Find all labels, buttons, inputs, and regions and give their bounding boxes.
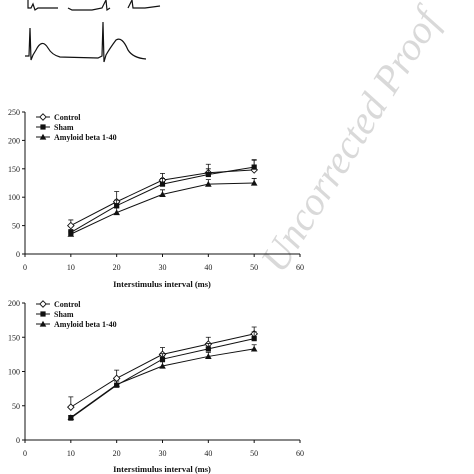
data-point xyxy=(159,356,166,362)
chart1-x-axis-title: Interstimulus interval (ms) xyxy=(113,279,211,289)
x-tick-label: 10 xyxy=(67,263,75,272)
data-point xyxy=(250,345,258,352)
data-point xyxy=(159,181,166,187)
watermark-text: Uncorrected Proof xyxy=(251,0,451,280)
legend-marker xyxy=(39,320,47,327)
legend-item: Sham xyxy=(36,123,74,132)
y-tick-label: 100 xyxy=(8,193,20,202)
data-point xyxy=(67,414,75,420)
x-tick-label: 0 xyxy=(23,263,27,272)
x-tick-label: 0 xyxy=(23,449,27,458)
y-tick-label: 50 xyxy=(12,402,20,411)
series-sham xyxy=(68,159,257,236)
legend-label: Control xyxy=(54,300,81,309)
legend-item: Sham xyxy=(36,310,74,319)
x-tick-label: 40 xyxy=(204,263,212,272)
data-point xyxy=(66,403,75,411)
y-tick-label: 250 xyxy=(8,108,20,117)
x-tick-label: 40 xyxy=(204,449,212,458)
legend-item: Amyloid beta 1-40 xyxy=(36,320,117,329)
legend-item: Control xyxy=(36,113,81,122)
y-tick-label: 150 xyxy=(8,165,20,174)
data-point xyxy=(113,381,120,388)
data-point xyxy=(114,203,120,209)
data-point xyxy=(159,191,166,197)
y-tick-label: 0 xyxy=(16,436,20,445)
series-amyloid-beta-1-40 xyxy=(67,178,258,237)
legend-marker xyxy=(40,311,46,317)
legend-label: Sham xyxy=(54,123,74,132)
y-tick-label: 200 xyxy=(8,136,20,145)
data-point xyxy=(66,221,75,230)
data-point xyxy=(67,230,75,237)
y-tick-label: 100 xyxy=(8,368,20,377)
data-point xyxy=(113,209,120,216)
series-sham xyxy=(68,331,257,421)
legend-label: Amyloid beta 1-40 xyxy=(54,320,117,329)
x-tick-label: 60 xyxy=(296,263,304,272)
y-tick-label: 200 xyxy=(8,299,20,308)
y-tick-label: 50 xyxy=(12,222,20,231)
legend-label: Control xyxy=(54,113,81,122)
x-tick-label: 10 xyxy=(67,449,75,458)
data-point xyxy=(250,179,258,186)
chart-panel-2: 0 50 100 150 200 0 10 20 30 40 50 60 ControlShamAm… xyxy=(8,299,304,474)
y-tick-label: 150 xyxy=(8,333,20,342)
data-point xyxy=(251,336,257,342)
ecg-trace-top xyxy=(27,0,161,12)
legend-marker xyxy=(39,133,47,140)
chart-panel-1: 0 50 100 150 200 250 0 10 20 30 40 50 60 ControlSha… xyxy=(8,108,304,289)
legend-item: Amyloid beta 1-40 xyxy=(36,133,117,142)
x-tick-label: 20 xyxy=(113,449,121,458)
data-point xyxy=(205,180,212,187)
data-point xyxy=(205,353,212,360)
ecg-trace-bottom xyxy=(25,21,147,63)
legend-label: Sham xyxy=(54,310,74,319)
data-point xyxy=(159,362,166,369)
data-point xyxy=(112,374,121,383)
legend-item: Control xyxy=(36,300,81,309)
data-point xyxy=(205,171,211,178)
series-amyloid-beta-1-40 xyxy=(67,344,258,420)
x-tick-label: 20 xyxy=(113,263,121,272)
legend-marker xyxy=(39,300,47,308)
x-tick-label: 60 xyxy=(296,449,304,458)
legend-marker xyxy=(39,113,47,121)
series-control xyxy=(66,326,259,411)
legend-marker xyxy=(40,124,46,130)
y-tick-label: 0 xyxy=(16,250,20,259)
legend-label: Amyloid beta 1-40 xyxy=(54,133,117,142)
x-tick-label: 50 xyxy=(250,449,258,458)
data-point xyxy=(251,164,257,170)
data-point xyxy=(205,346,211,352)
x-tick-label: 30 xyxy=(159,449,167,458)
x-tick-label: 30 xyxy=(159,263,167,272)
chart2-x-axis-title: Interstimulus interval (ms) xyxy=(113,464,211,474)
x-tick-label: 50 xyxy=(250,263,258,272)
